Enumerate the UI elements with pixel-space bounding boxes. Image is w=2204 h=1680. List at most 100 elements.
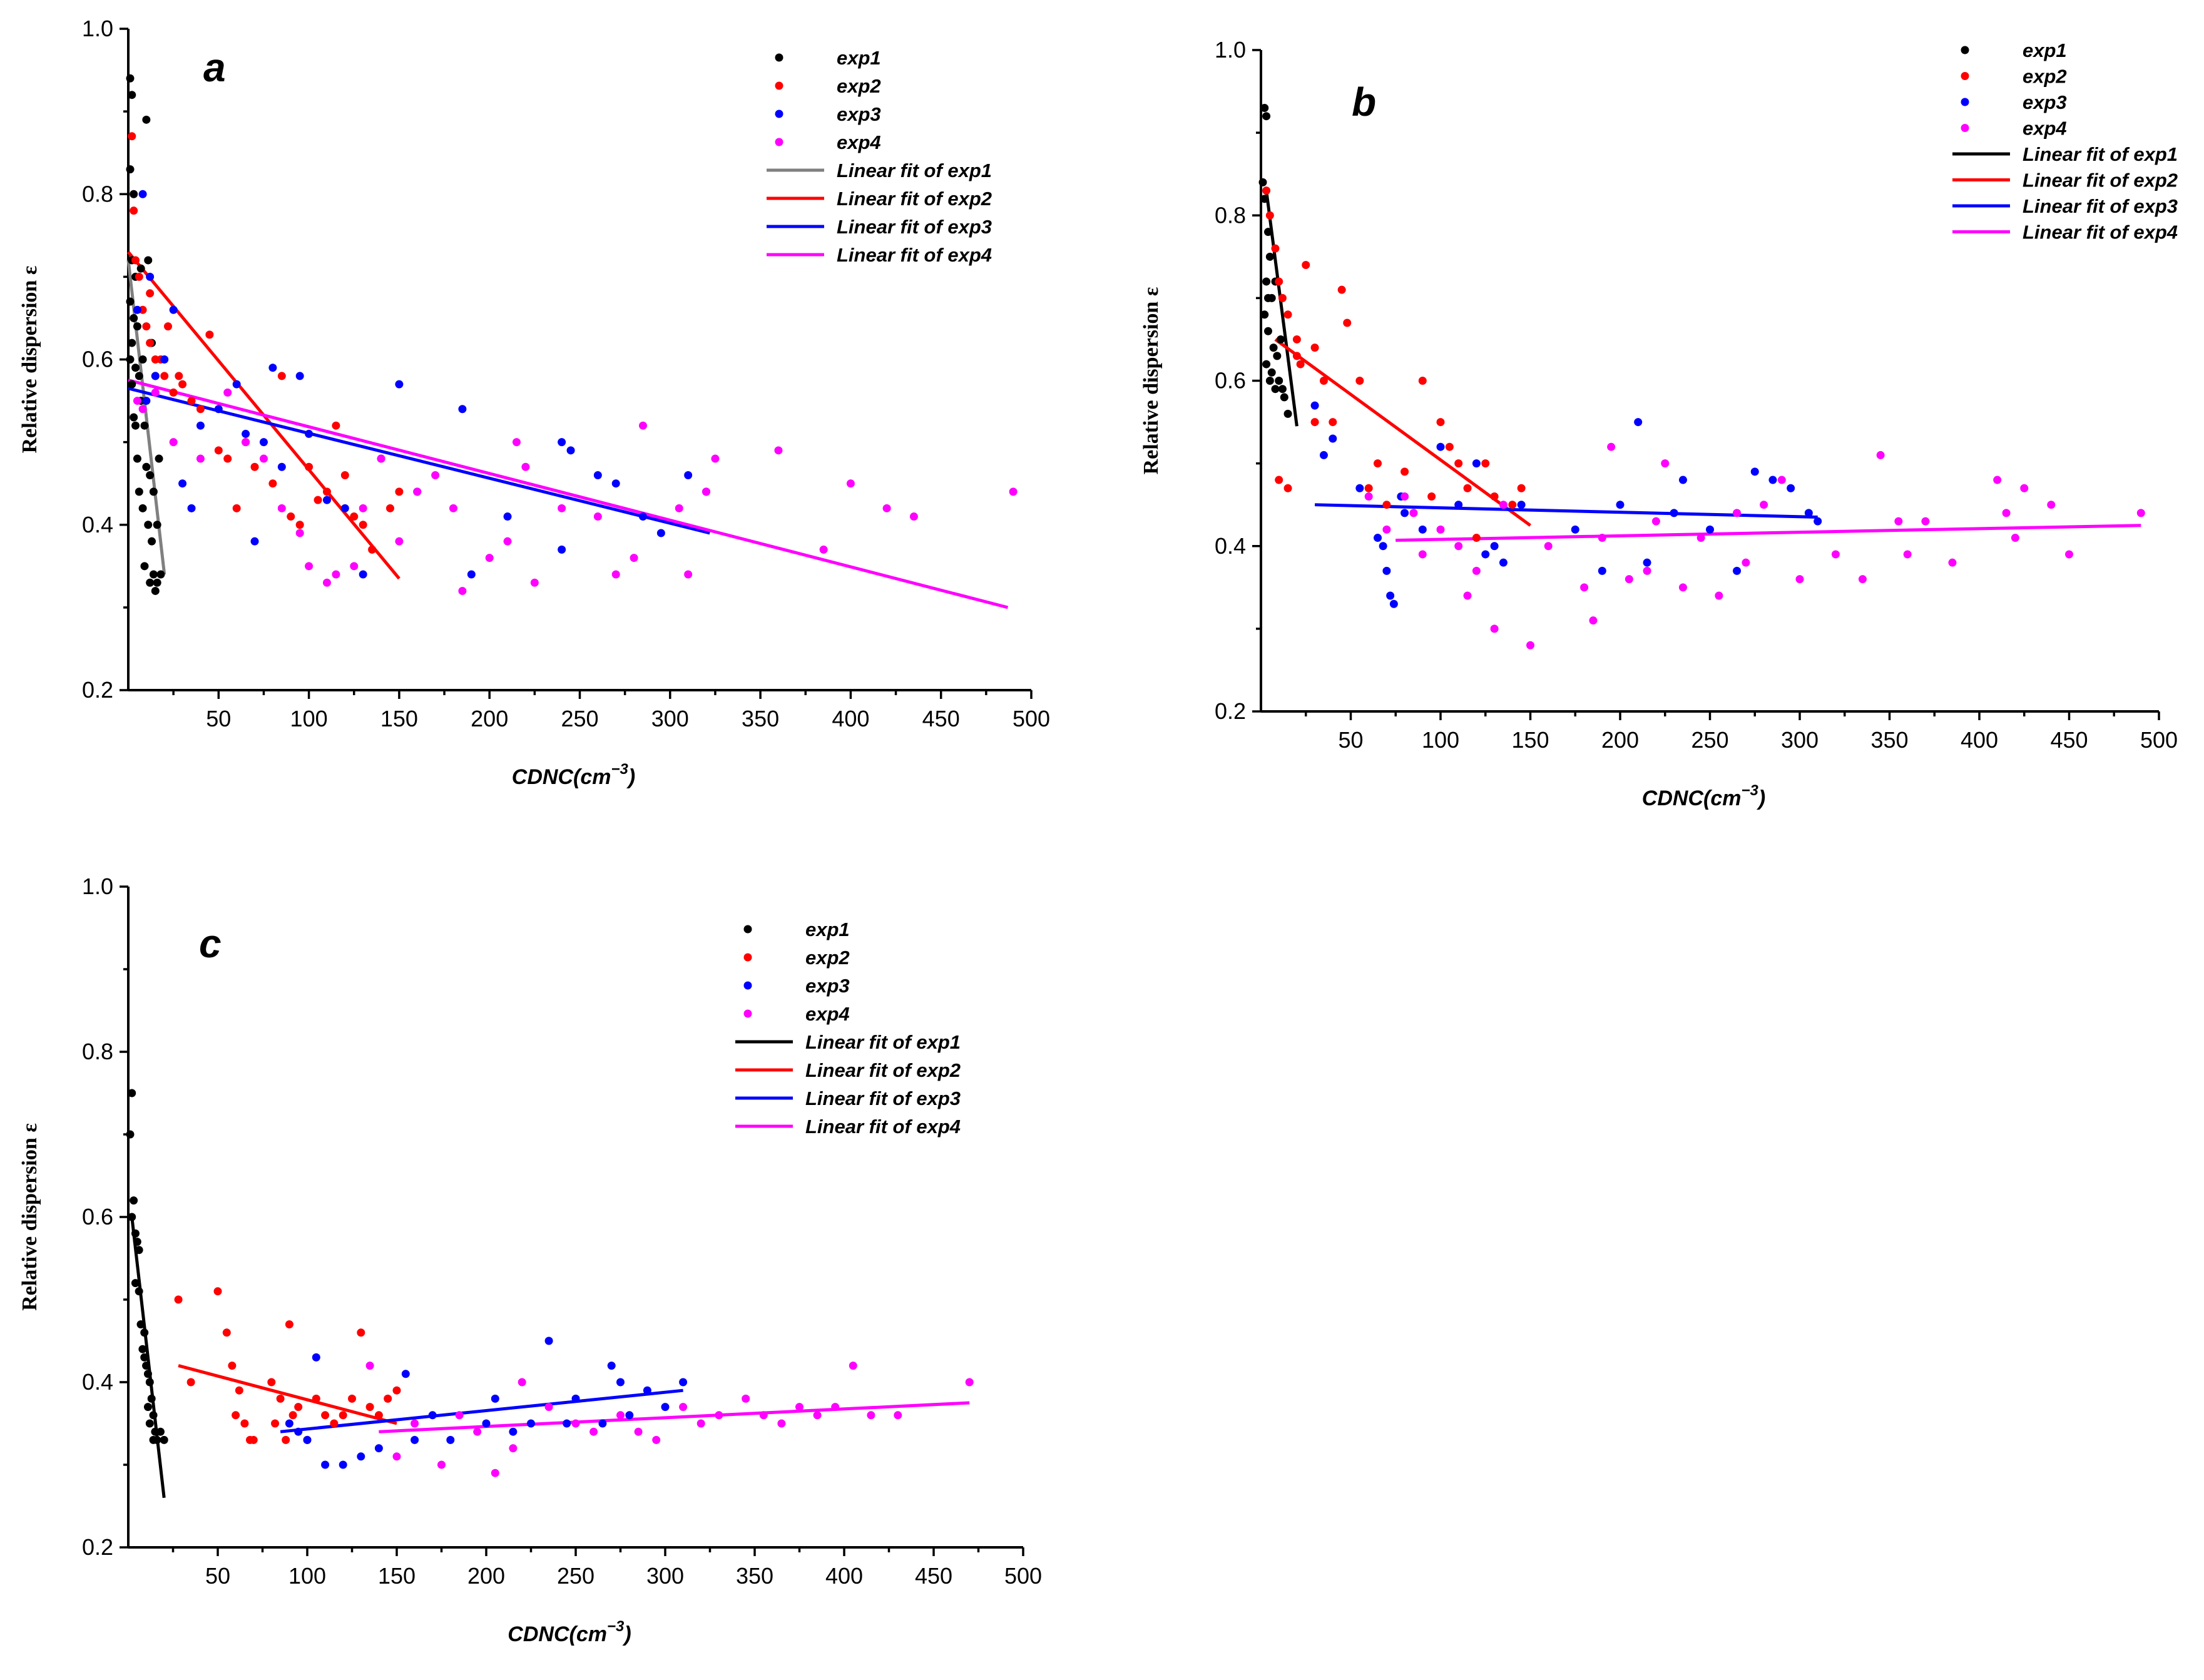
legend-marker-exp1 bbox=[743, 925, 752, 934]
fit-line-exp3 bbox=[128, 387, 710, 535]
data-point-exp2 bbox=[1418, 377, 1427, 385]
data-point-exp3 bbox=[359, 570, 367, 579]
data-point-exp1 bbox=[135, 372, 143, 380]
legend-label-fit: Linear fit of exp2 bbox=[805, 1059, 961, 1081]
y-tick-label: 0.4 bbox=[82, 1369, 113, 1395]
data-point-exp4 bbox=[593, 512, 602, 521]
data-point-exp4 bbox=[1418, 550, 1427, 559]
data-point-exp2 bbox=[174, 1295, 183, 1304]
data-point-exp1 bbox=[148, 537, 156, 546]
x-tick-label: 100 bbox=[288, 1563, 326, 1589]
data-point-exp4 bbox=[1831, 550, 1840, 559]
data-point-exp4 bbox=[1364, 492, 1373, 501]
data-point-exp3 bbox=[684, 471, 693, 479]
data-point-exp3 bbox=[1481, 550, 1490, 559]
data-point-exp1 bbox=[140, 421, 149, 430]
data-point-exp2 bbox=[222, 1328, 231, 1337]
data-point-exp3 bbox=[625, 1411, 634, 1420]
data-point-exp3 bbox=[1400, 509, 1409, 517]
data-point-exp1 bbox=[1283, 409, 1292, 418]
legend-label-exp4: exp4 bbox=[805, 1003, 850, 1025]
x-tick-label: 350 bbox=[736, 1563, 773, 1589]
data-point-exp2 bbox=[294, 1403, 303, 1412]
x-axis-title: CDNC(cm−3) bbox=[512, 761, 635, 789]
x-axis-title-close: ) bbox=[622, 1622, 631, 1646]
data-point-exp1 bbox=[126, 1130, 135, 1139]
data-point-exp3 bbox=[160, 355, 169, 364]
data-point-exp2 bbox=[1310, 344, 1319, 352]
data-point-exp4 bbox=[1625, 575, 1633, 584]
data-point-exp3 bbox=[611, 479, 620, 488]
legend-label-fit: Linear fit of exp1 bbox=[2023, 143, 2178, 165]
data-point-exp4 bbox=[431, 471, 440, 479]
data-point-exp2 bbox=[1400, 467, 1409, 476]
data-point-exp1 bbox=[126, 74, 135, 83]
data-point-exp4 bbox=[1589, 616, 1598, 625]
data-point-exp4 bbox=[138, 405, 147, 414]
data-point-exp4 bbox=[831, 1403, 840, 1412]
data-point-exp4 bbox=[359, 504, 367, 512]
data-point-exp2 bbox=[1278, 293, 1287, 302]
data-point-exp4 bbox=[350, 562, 359, 571]
data-point-exp2 bbox=[128, 132, 136, 141]
x-tick-label: 500 bbox=[1013, 706, 1050, 731]
data-point-exp4 bbox=[133, 397, 141, 405]
data-point-exp4 bbox=[458, 586, 467, 595]
panel-letter: a bbox=[203, 45, 226, 90]
legend-label-exp1: exp1 bbox=[837, 47, 881, 69]
data-point-exp4 bbox=[795, 1403, 804, 1412]
y-tick-label: 0.8 bbox=[1215, 202, 1246, 228]
legend-label-fit: Linear fit of exp1 bbox=[837, 160, 992, 181]
data-point-exp1 bbox=[144, 256, 153, 265]
data-point-exp4 bbox=[711, 454, 720, 463]
data-point-exp2 bbox=[1319, 377, 1328, 385]
data-point-exp4 bbox=[1436, 525, 1445, 534]
data-point-exp1 bbox=[155, 454, 163, 463]
data-point-exp3 bbox=[178, 479, 187, 488]
data-point-exp1 bbox=[1263, 228, 1272, 237]
data-point-exp3 bbox=[598, 1419, 607, 1428]
legend-label-fit: Linear fit of exp4 bbox=[2023, 221, 2178, 243]
data-point-exp3 bbox=[1436, 442, 1445, 451]
data-point-exp1 bbox=[140, 1328, 149, 1337]
data-point-exp2 bbox=[1310, 418, 1319, 427]
data-point-exp2 bbox=[288, 1411, 297, 1420]
data-point-exp3 bbox=[593, 471, 602, 479]
x-tick-label: 200 bbox=[467, 1563, 505, 1589]
data-point-exp2 bbox=[186, 1378, 195, 1387]
data-point-exp3 bbox=[312, 1353, 320, 1362]
data-point-exp4 bbox=[819, 545, 828, 554]
data-point-exp3 bbox=[428, 1411, 437, 1420]
data-point-exp2 bbox=[146, 339, 155, 347]
data-point-exp2 bbox=[1292, 352, 1301, 360]
data-point-exp4 bbox=[630, 554, 638, 563]
data-point-exp3 bbox=[1389, 599, 1398, 608]
data-point-exp1 bbox=[1260, 103, 1269, 112]
data-point-exp2 bbox=[276, 1394, 285, 1403]
data-point-exp4 bbox=[151, 388, 160, 397]
data-point-exp1 bbox=[156, 1427, 165, 1436]
series-exp2 bbox=[1262, 186, 1526, 542]
x-tick-label: 300 bbox=[1781, 727, 1819, 753]
data-point-exp1 bbox=[143, 1403, 152, 1412]
data-point-exp4 bbox=[242, 438, 250, 447]
data-point-exp3 bbox=[527, 1419, 535, 1428]
data-point-exp1 bbox=[138, 504, 147, 512]
x-tick-label: 50 bbox=[206, 706, 231, 731]
data-point-exp2 bbox=[1271, 244, 1280, 253]
data-point-exp1 bbox=[1280, 393, 1288, 402]
legend-label-fit: Linear fit of exp2 bbox=[2023, 170, 2178, 191]
data-point-exp1 bbox=[136, 264, 145, 273]
data-point-exp2 bbox=[271, 1419, 280, 1428]
data-point-exp3 bbox=[1386, 591, 1395, 600]
data-point-exp4 bbox=[473, 1427, 482, 1436]
data-point-exp1 bbox=[1275, 377, 1283, 385]
data-point-exp2 bbox=[1343, 318, 1352, 327]
data-point-exp2 bbox=[321, 1411, 330, 1420]
legend: exp1 exp2 exp3 exp4 Linear fit of exp1 Linear… bbox=[1952, 39, 2178, 243]
data-point-exp4 bbox=[365, 1362, 374, 1370]
data-point-exp1 bbox=[135, 1246, 143, 1255]
data-point-exp2 bbox=[240, 1419, 249, 1428]
data-point-exp3 bbox=[196, 421, 205, 430]
data-point-exp1 bbox=[1260, 195, 1269, 203]
